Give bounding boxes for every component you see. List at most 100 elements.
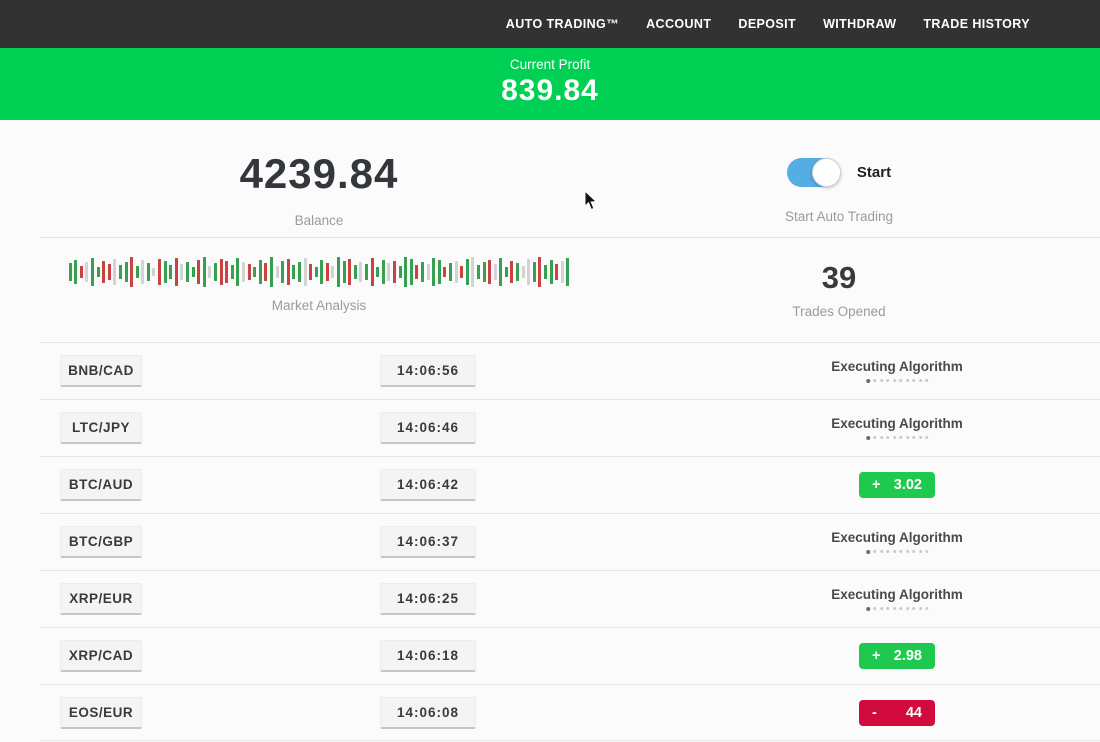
candle-bar — [504, 267, 508, 277]
candle-bar — [353, 265, 357, 279]
candle-bar — [387, 263, 391, 281]
candle-bar — [253, 267, 257, 277]
pair-badge[interactable]: BTC/GBP — [60, 525, 142, 558]
time-badge[interactable]: 14:06:18 — [380, 639, 476, 672]
candle-bar — [90, 258, 94, 286]
candle-bar — [409, 259, 413, 285]
profit-badge: +2.98 — [859, 642, 935, 669]
trade-status: +3.02 — [859, 471, 935, 498]
candle-bar — [314, 267, 318, 277]
market-analysis-label: Market Analysis — [271, 298, 367, 313]
candle-bar — [163, 261, 167, 283]
candle-bar — [420, 262, 424, 282]
candle-bar — [124, 262, 128, 282]
candle-bar — [532, 262, 536, 282]
top-navbar: AUTO TRADING™ ACCOUNT DEPOSIT WITHDRAW TRADE… — [0, 0, 1100, 48]
candle-bar — [549, 260, 553, 284]
candle-bar — [331, 266, 335, 278]
candle-bar — [493, 264, 497, 280]
candle-bar — [102, 261, 106, 283]
candle-bar — [376, 267, 380, 277]
pair-badge[interactable]: EOS/EUR — [60, 696, 142, 729]
candle-bar — [465, 259, 469, 285]
candle-bar — [269, 257, 273, 287]
candle-bar — [258, 260, 262, 284]
candle-bar — [135, 266, 139, 278]
candle-bar — [292, 265, 296, 279]
candle-bar — [247, 264, 251, 280]
pair-badge[interactable]: BTC/AUD — [60, 468, 142, 501]
candle-bar — [202, 257, 206, 287]
candle-bar — [169, 265, 173, 279]
candle-bar — [174, 258, 178, 286]
candle-bar — [348, 259, 352, 285]
pair-badge[interactable]: XRP/CAD — [60, 639, 142, 672]
candle-bar — [510, 261, 514, 283]
auto-trading-toggle[interactable] — [786, 158, 841, 187]
candle-bar — [191, 267, 195, 277]
trade-row: BTC/GBP 14:06:37 Executing Algorithm — [0, 513, 1100, 570]
trade-row: XRP/CAD 14:06:18 +2.98 — [0, 627, 1100, 684]
candle-bar — [320, 260, 324, 284]
nav-item[interactable]: TRADE HISTORY — [923, 17, 1030, 31]
candle-bar — [152, 268, 156, 276]
candle-bar — [146, 263, 150, 281]
candle-bar — [454, 261, 458, 283]
candle-bar — [180, 264, 184, 280]
candle-bar — [415, 265, 419, 279]
time-badge[interactable]: 14:06:46 — [380, 411, 476, 444]
candle-bar — [208, 266, 212, 278]
executing-label: Executing Algorithm — [831, 358, 963, 374]
time-badge[interactable]: 14:06:42 — [380, 468, 476, 501]
candle-bar — [214, 263, 218, 281]
nav-item[interactable]: ACCOUNT — [646, 17, 712, 31]
candle-bar — [404, 257, 408, 287]
trade-row: XRP/EUR 14:06:25 Executing Algorithm — [0, 570, 1100, 627]
candle-bar — [398, 266, 402, 278]
candle-bar — [393, 261, 397, 283]
current-profit-banner: Current Profit 839.84 — [0, 48, 1100, 120]
pair-badge[interactable]: LTC/JPY — [60, 411, 142, 444]
candle-bar — [230, 265, 234, 279]
candle-bar — [544, 265, 548, 279]
candle-bar — [297, 262, 301, 282]
trades-list: BNB/CAD 14:06:56 Executing Algorithm LTC… — [0, 342, 1100, 741]
trade-status: +2.98 — [859, 642, 935, 669]
candle-bar — [521, 266, 525, 278]
candle-bar — [359, 262, 363, 282]
candle-bar — [79, 266, 83, 278]
candle-bar — [560, 261, 564, 283]
candle-bar — [264, 263, 268, 281]
executing-label: Executing Algorithm — [831, 529, 963, 545]
candle-bar — [303, 258, 307, 286]
nav-item[interactable]: WITHDRAW — [823, 17, 897, 31]
toggle-label: Start — [856, 164, 892, 181]
time-badge[interactable]: 14:06:37 — [380, 525, 476, 558]
candle-bar — [476, 265, 480, 279]
executing-progress-dots — [831, 378, 963, 383]
nav-item[interactable]: DEPOSIT — [738, 17, 797, 31]
time-badge[interactable]: 14:06:08 — [380, 696, 476, 729]
candle-bar — [309, 264, 313, 280]
time-badge[interactable]: 14:06:25 — [380, 582, 476, 615]
candle-bar — [437, 260, 441, 284]
time-badge[interactable]: 14:06:56 — [380, 354, 476, 387]
trade-status: Executing Algorithm — [831, 530, 963, 554]
executing-progress-dots — [831, 606, 963, 611]
pair-badge[interactable]: BNB/CAD — [60, 354, 142, 387]
candle-bar — [482, 262, 486, 282]
nav-item[interactable]: AUTO TRADING™ — [505, 17, 620, 31]
section-divider — [40, 237, 1100, 238]
candle-bar — [85, 262, 89, 282]
candle-bar — [471, 257, 475, 287]
pair-badge[interactable]: XRP/EUR — [60, 582, 142, 615]
candle-bar — [107, 264, 111, 280]
candle-bar — [275, 266, 279, 278]
executing-progress-dots — [831, 549, 963, 554]
executing-progress-dots — [831, 435, 963, 440]
balance-section: 4239.84 Balance Start Start Auto Trading — [0, 120, 1100, 237]
trade-row: LTC/JPY 14:06:46 Executing Algorithm — [0, 399, 1100, 456]
candle-bar — [370, 258, 374, 286]
candle-bar — [555, 264, 559, 280]
candle-bar — [460, 266, 464, 278]
